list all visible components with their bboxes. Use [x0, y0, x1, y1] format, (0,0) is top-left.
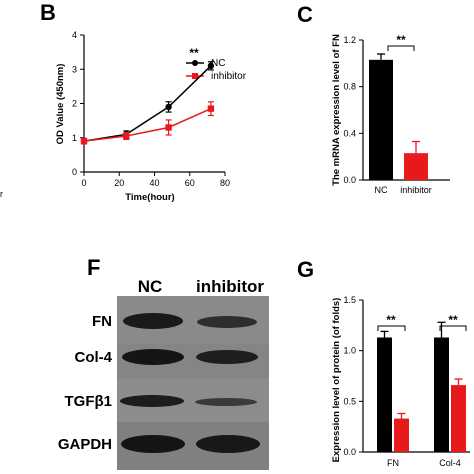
- band-fn-nc: [123, 313, 183, 329]
- western-blot-panel: NC inhibitor FN Col-4 TGFβ1 GAPDH: [58, 277, 269, 470]
- chart-b-significance: **: [189, 46, 199, 60]
- chart-b-y-tick-label: 4: [72, 30, 77, 40]
- chart-b-x-tick-label: 40: [149, 178, 159, 188]
- chart-b-x-tick-label: 80: [220, 178, 230, 188]
- chart-b-series-inhibitor-line: [83, 107, 212, 142]
- chart-g-category-label: FN: [387, 458, 399, 468]
- band-tgfb1-inhibitor: [195, 398, 257, 406]
- chart-g-bar-fn-inhibitor: [394, 418, 409, 452]
- cropped-left-text: r: [0, 189, 3, 199]
- chart-g-category-label: Col-4: [439, 458, 461, 468]
- chart-c-y-label: The mRNA expression level of FN: [331, 34, 342, 186]
- legend-nc-label: NC: [211, 58, 225, 69]
- chart-b-y-tick-label: 0: [72, 167, 77, 177]
- blot-column-nc: NC: [138, 277, 163, 296]
- legend-inhibitor-marker: [192, 73, 198, 79]
- chart-b-y-label: OD Value (450nm): [55, 64, 66, 145]
- blot-row-fn: FN: [92, 313, 112, 330]
- band-fn-inhibitor: [197, 316, 257, 328]
- chart-c-y-tick-label: 0.8: [343, 82, 356, 92]
- chart-g-significance-bracket-fn: [377, 325, 406, 331]
- chart-c-bar-inhibitor: [404, 153, 428, 180]
- chart-b-inhibitor-point: [207, 105, 215, 112]
- chart-b-series-nc-line: [83, 65, 212, 142]
- chart-b-y-tick-label: 2: [72, 99, 77, 109]
- chart-g-protein-bar: Expression level of protein (of folds) *…: [331, 295, 470, 468]
- chart-g-y-label: Expression level of protein (of folds): [331, 298, 342, 463]
- band-col4-inhibitor: [196, 350, 258, 364]
- chart-c-significance: **: [396, 33, 406, 47]
- chart-c-bar-nc: [369, 59, 393, 181]
- chart-c-y-tick-label: 1.2: [343, 35, 356, 45]
- band-gapdh-inhibitor: [196, 435, 260, 453]
- chart-b-inhibitor-point: [123, 132, 130, 140]
- chart-c-mrna-bar: The mRNA expression level of FN ** 0.0 0.…: [331, 33, 450, 195]
- chart-g-y-tick-label: 1.0: [343, 346, 356, 356]
- chart-c-significance-bracket: [387, 45, 415, 51]
- chart-b-x-label: Time(hour): [125, 192, 174, 203]
- chart-b-legend: NC inhibitor: [186, 58, 247, 82]
- chart-g-bar-col-4-nc: [434, 337, 449, 452]
- panel-letter-c: C: [297, 2, 313, 27]
- chart-b-y-tick-label: 1: [72, 133, 77, 143]
- blot-column-inhibitor: inhibitor: [196, 277, 264, 296]
- panel-letter-g: G: [297, 257, 314, 282]
- chart-b-inhibitor-point: [165, 124, 172, 131]
- band-col4-nc: [122, 349, 184, 365]
- chart-c-y-tick-label: 0.0: [343, 175, 356, 185]
- panel-letter-f: F: [87, 255, 100, 280]
- chart-b-y-tick-label: 3: [72, 64, 77, 74]
- chart-b-nc-point: [207, 62, 215, 70]
- chart-b-nc-point: [165, 103, 172, 111]
- chart-b-inhibitor-point: [80, 137, 88, 145]
- legend-nc-marker: [192, 60, 198, 66]
- chart-g-y-tick-label: 0.0: [343, 447, 356, 457]
- legend-inhibitor-label: inhibitor: [211, 71, 247, 82]
- chart-g-significance-fn: **: [386, 313, 396, 327]
- chart-g-y-tick-label: 0.5: [343, 396, 356, 406]
- chart-g-bar-fn-nc: [377, 337, 392, 452]
- chart-b-x-tick-label: 60: [185, 178, 195, 188]
- blot-row-col4: Col-4: [75, 349, 113, 366]
- chart-c-category-label: inhibitor: [400, 185, 432, 195]
- chart-b-growth-curve: Time(hour) OD Value (450nm) NC inhibitor…: [55, 30, 247, 203]
- chart-g-y-tick-label: 1.5: [343, 295, 356, 305]
- panel-letter-b: B: [40, 0, 56, 25]
- chart-g-bar-col-4-inhibitor: [451, 385, 466, 452]
- blot-row-tgfb1: TGFβ1: [65, 393, 113, 410]
- chart-g-significance-bracket-col4: [439, 325, 467, 331]
- chart-b-x-tick-label: 0: [81, 178, 86, 188]
- band-gapdh-nc: [121, 435, 185, 453]
- chart-g-significance-col4: **: [448, 313, 458, 327]
- band-tgfb1-nc: [120, 395, 184, 407]
- chart-c-y-tick-label: 0.4: [343, 128, 356, 138]
- chart-c-category-label: NC: [375, 185, 388, 195]
- blot-row-gapdh: GAPDH: [58, 436, 112, 453]
- chart-b-x-tick-label: 20: [114, 178, 124, 188]
